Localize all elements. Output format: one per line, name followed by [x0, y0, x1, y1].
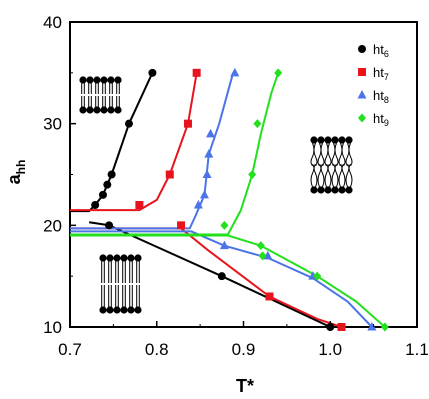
data-point: [148, 68, 157, 77]
data-point: [103, 180, 112, 189]
y-tick-label: 10: [43, 318, 62, 337]
data-point: [124, 119, 133, 128]
data-point: [98, 190, 107, 199]
y-tick-label: 40: [43, 13, 62, 32]
fluid-bilayer-illustration: [310, 136, 353, 194]
data-point: [177, 221, 186, 230]
data-point: [206, 128, 216, 138]
legend-marker: [358, 68, 366, 76]
legend-label: ht9: [373, 111, 389, 128]
data-point: [313, 271, 322, 281]
x-tick-label: 0.7: [58, 340, 82, 359]
y-axis: 10 20 30 40: [43, 13, 76, 337]
data-point: [199, 189, 209, 199]
series-line: [88, 221, 331, 328]
data-point: [337, 323, 346, 331]
x-axis: 0.7 0.8 0.9 1.0 1.1: [58, 321, 429, 359]
legend-marker: [357, 90, 367, 99]
series-line: [70, 71, 201, 212]
legend-marker: [358, 45, 366, 53]
data-point: [220, 220, 229, 230]
x-tick-label: 0.8: [145, 340, 169, 359]
data-point: [165, 170, 174, 179]
data-point: [258, 251, 267, 261]
legend-label: ht6: [373, 42, 389, 59]
data-point: [265, 292, 274, 301]
data-point: [204, 149, 214, 158]
data-point: [219, 240, 229, 250]
data-point: [183, 119, 192, 128]
data-point: [107, 170, 116, 179]
series-line: [70, 72, 154, 213]
data-point: [202, 169, 212, 178]
legend-marker: [358, 113, 366, 123]
data-point: [274, 68, 283, 78]
legend: ht6 ht7 ht8 ht9: [357, 42, 389, 128]
data-point: [91, 201, 100, 209]
x-tick-label: 1.0: [318, 340, 342, 359]
data-point: [193, 200, 203, 209]
x-tick-label: 1.1: [405, 340, 429, 359]
legend-label: ht7: [373, 65, 389, 82]
x-axis-title: T*: [236, 376, 254, 396]
y-tick-label: 20: [43, 216, 62, 235]
data-point: [192, 68, 201, 77]
data-point: [105, 221, 114, 230]
data-point: [263, 250, 273, 260]
series-line: [70, 234, 386, 328]
y-tick-label: 30: [43, 115, 62, 134]
series-markers: [91, 67, 389, 332]
data-point: [248, 170, 257, 179]
gel-bilayer-illustration: [99, 254, 142, 314]
data-point: [256, 241, 265, 251]
data-point: [135, 201, 144, 209]
ordered-bilayer-illustration: [79, 76, 122, 114]
plot-frame: [69, 21, 418, 328]
x-tick-label: 0.9: [232, 340, 256, 359]
data-point: [367, 322, 377, 331]
data-point: [230, 67, 240, 77]
data-point: [217, 272, 226, 281]
data-point: [253, 119, 262, 129]
y-axis-title: ahh: [4, 160, 28, 185]
data-point: [380, 322, 389, 332]
legend-label: ht8: [373, 88, 389, 105]
